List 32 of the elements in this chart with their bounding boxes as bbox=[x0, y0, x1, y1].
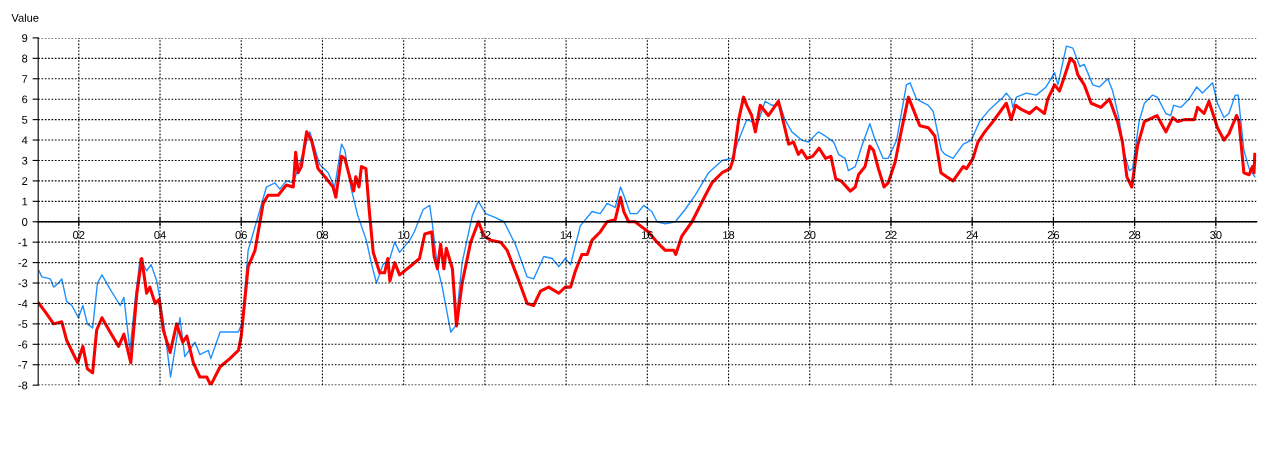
y-tick-label: 8 bbox=[22, 54, 28, 63]
x-tick-label: 26 bbox=[1047, 231, 1060, 239]
y-tick-label: 2 bbox=[22, 177, 28, 185]
y-axis-title: Value bbox=[11, 13, 39, 22]
y-tick-label: 9 bbox=[22, 34, 28, 43]
y-tick-label: -1 bbox=[18, 238, 28, 247]
x-tick-label: 10 bbox=[398, 231, 410, 239]
y-tick-label: -6 bbox=[18, 340, 28, 349]
y-tick-label: -4 bbox=[18, 299, 28, 308]
x-tick-label: 30 bbox=[1210, 231, 1222, 239]
y-tick-label: -7 bbox=[18, 361, 28, 369]
x-tick-label: 20 bbox=[804, 231, 816, 239]
x-tick-label: 04 bbox=[154, 231, 166, 239]
x-tick-label: 14 bbox=[560, 231, 572, 239]
x-tick-label: 02 bbox=[73, 231, 85, 239]
y-tick-label: 4 bbox=[21, 136, 28, 145]
x-tick-label: 28 bbox=[1129, 231, 1141, 239]
y-tick-label: -8 bbox=[18, 381, 28, 390]
x-tick-label: 06 bbox=[235, 231, 247, 239]
y-tick-label: 1 bbox=[22, 197, 28, 206]
x-tick-label: 08 bbox=[316, 231, 329, 239]
x-tick-label: 18 bbox=[723, 231, 735, 239]
x-tick-label: 24 bbox=[966, 231, 979, 239]
y-tick-label: 0 bbox=[22, 218, 28, 226]
y-tick-label: 5 bbox=[22, 116, 28, 124]
y-tick-label: -2 bbox=[18, 258, 28, 267]
y-tick-label: 3 bbox=[22, 156, 28, 165]
y-tick-label: 6 bbox=[22, 95, 28, 104]
y-tick-label: -3 bbox=[18, 279, 28, 288]
y-tick-label: -5 bbox=[18, 320, 28, 329]
y-tick-label: 7 bbox=[22, 75, 28, 83]
x-tick-label: 22 bbox=[885, 231, 897, 239]
